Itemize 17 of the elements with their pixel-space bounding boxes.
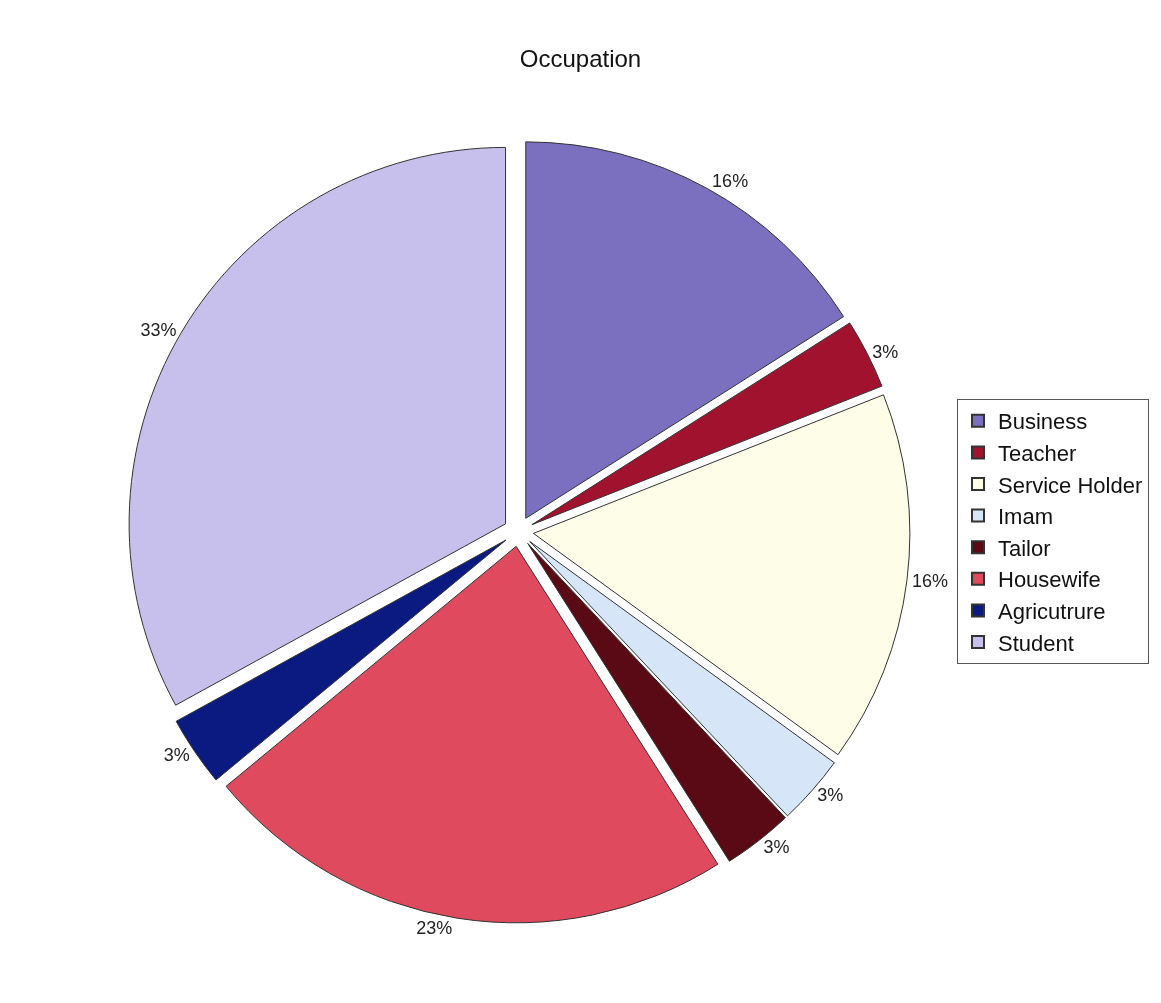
legend-label: Imam	[998, 504, 1053, 530]
legend-label: Student	[998, 630, 1074, 656]
legend-label: Tailor	[998, 535, 1051, 561]
legend-label: Agricutrure	[998, 598, 1106, 624]
data-label: 23%	[416, 917, 453, 938]
legend-label: Teacher	[998, 440, 1077, 466]
data-label: 3%	[763, 837, 790, 858]
legend-label: Housewife	[998, 567, 1101, 593]
data-label: 3%	[872, 341, 899, 362]
data-label: 16%	[911, 570, 948, 591]
data-label: 3%	[163, 744, 190, 765]
chart-title: Occupation	[519, 44, 642, 72]
legend-label: Service Holder	[998, 472, 1143, 498]
data-label: 16%	[712, 170, 749, 191]
legend-label: Business	[998, 409, 1088, 435]
data-label: 3%	[817, 784, 844, 805]
data-label: 33%	[140, 319, 177, 340]
